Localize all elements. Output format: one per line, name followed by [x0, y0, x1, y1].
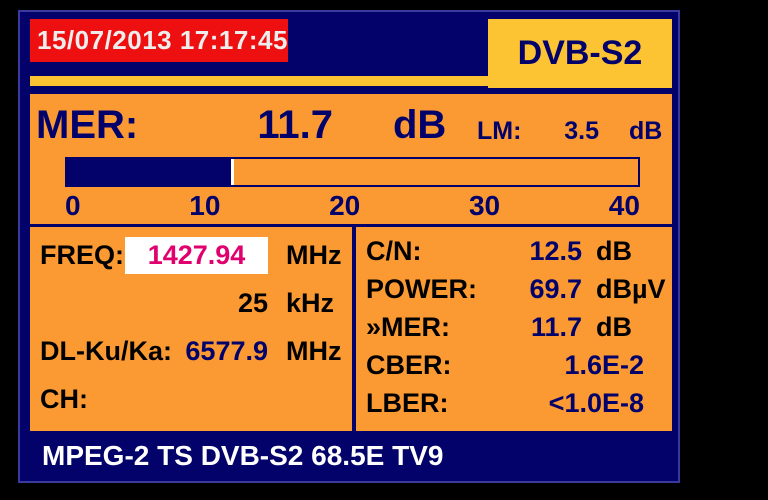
- scale-tick-label: 0: [65, 190, 81, 221]
- header-accent-stripe: [30, 76, 672, 86]
- row-unit: dBµV: [596, 273, 666, 304]
- row-value: 69.7: [529, 273, 582, 304]
- data-row: CH:: [30, 375, 352, 423]
- mer-bar-scale: 0 10 20 30 40: [65, 190, 640, 221]
- frequency-input-value[interactable]: 1427.94: [125, 236, 268, 274]
- row-label: POWER:: [366, 273, 477, 304]
- data-row: C/N: 12.5 dB: [356, 232, 672, 270]
- scale-tick-label: 40: [608, 190, 640, 221]
- transport-stream-info: MPEG-2 TS DVB-S2 68.5E TV9: [42, 440, 444, 471]
- measurement-area: MER: 11.7 dB LM: 3.5 dB 0 10 20 30 40 FREQ: 1…: [30, 94, 672, 431]
- data-row: DL-Ku/Ka: 6577.9 MHz: [30, 327, 352, 375]
- mer-unit: dB: [393, 103, 447, 147]
- data-row: POWER: 69.7 dBµV: [356, 270, 672, 308]
- row-value: 11.7: [530, 311, 582, 342]
- scale-tick-label: 20: [329, 190, 361, 221]
- data-row: 25 kHz: [30, 279, 352, 327]
- datetime-display: 15/07/2013 17:17:45: [30, 19, 288, 62]
- row-value: <1.0E-8: [548, 387, 644, 418]
- row-label: CH:: [40, 383, 88, 414]
- lower-panels: FREQ: 1427.94 MHz 25 kHz DL-Ku/Ka: 6577.9 MHz CH…: [30, 224, 672, 431]
- standard-label: DVB-S2: [517, 34, 643, 72]
- row-unit: MHz: [286, 335, 342, 366]
- row-unit: dB: [596, 311, 632, 342]
- tuning-panel: FREQ: 1427.94 MHz 25 kHz DL-Ku/Ka: 6577.9 MHz CH…: [30, 227, 352, 431]
- row-label: LBER:: [366, 387, 449, 418]
- row-value: 12.5: [529, 235, 582, 266]
- footer-bar: MPEG-2 TS DVB-S2 68.5E TV9: [20, 435, 678, 481]
- link-margin-value: 3.5: [564, 117, 599, 145]
- row-unit: MHz: [286, 239, 342, 270]
- datetime-text: 15/07/2013 17:17:45: [37, 25, 288, 55]
- row-value: 1.6E-2: [564, 349, 644, 380]
- measurements-panel: C/N: 12.5 dB POWER: 69.7 dBµV »MER: 11.7 dB CBER:…: [352, 227, 672, 431]
- row-label: FREQ:: [40, 239, 124, 270]
- row-unit: dB: [596, 235, 632, 266]
- meter-screen: 15/07/2013 17:17:45 DVB-S2 MER: 11.7 dB …: [18, 10, 680, 483]
- mer-bar-fill: [67, 159, 235, 185]
- row-label: CBER:: [366, 349, 452, 380]
- mer-label: MER:: [36, 103, 139, 147]
- data-row: FREQ: 1427.94 MHz: [30, 231, 352, 279]
- data-row: »MER: 11.7 dB: [356, 308, 672, 346]
- link-margin-label: LM:: [477, 117, 522, 145]
- row-label: »MER:: [366, 311, 451, 342]
- scale-tick-label: 30: [468, 190, 501, 221]
- row-unit: kHz: [286, 287, 335, 318]
- mer-bar-gauge: [65, 157, 640, 187]
- data-row: CBER: 1.6E-2: [356, 346, 672, 384]
- mer-readout-row: MER: 11.7 dB LM: 3.5 dB: [30, 94, 672, 156]
- row-value: 25: [237, 287, 268, 318]
- mer-value: 11.7: [257, 103, 333, 147]
- row-value: 6577.9: [185, 335, 268, 366]
- row-label: DL-Ku/Ka:: [40, 335, 172, 366]
- link-margin-unit: dB: [629, 117, 663, 145]
- scale-tick-label: 10: [189, 190, 221, 221]
- data-row: LBER: <1.0E-8: [356, 384, 672, 422]
- row-label: C/N:: [366, 235, 422, 266]
